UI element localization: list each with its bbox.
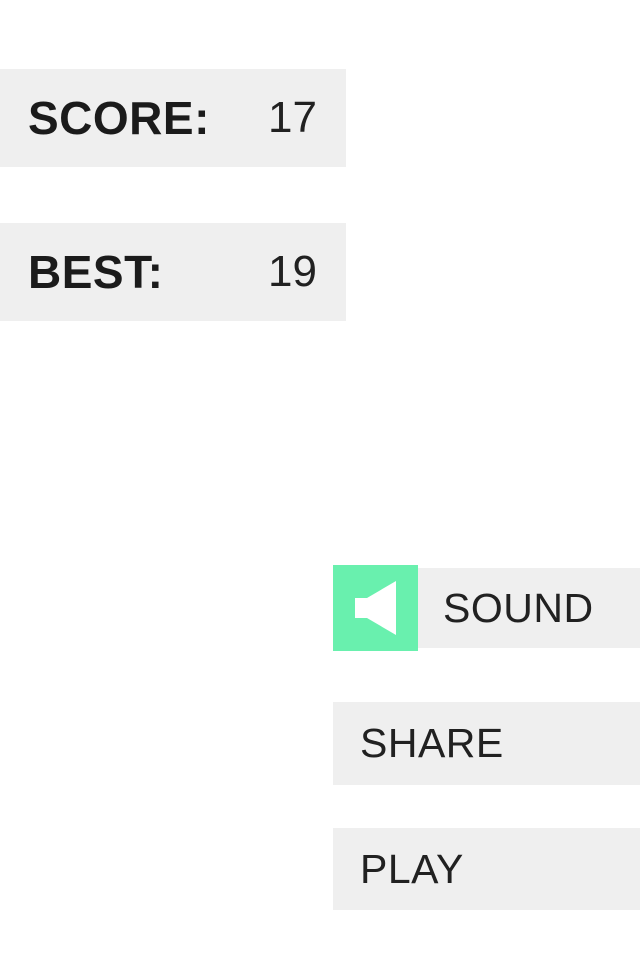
share-label: SHARE xyxy=(360,720,504,766)
best-label: BEST: xyxy=(28,246,164,298)
play-label: PLAY xyxy=(360,845,464,892)
score-value: 17 xyxy=(268,93,317,142)
sound-toggle-button[interactable] xyxy=(333,565,418,651)
best-panel: BEST: 19 xyxy=(0,223,346,321)
score-panel: SCORE: 17 xyxy=(0,69,346,167)
play-button[interactable]: PLAY xyxy=(333,828,640,910)
sound-label: SOUND xyxy=(443,584,594,631)
share-button[interactable]: SHARE xyxy=(333,702,640,785)
speaker-icon xyxy=(355,581,396,635)
best-value: 19 xyxy=(268,247,317,296)
score-label: SCORE: xyxy=(28,92,210,144)
